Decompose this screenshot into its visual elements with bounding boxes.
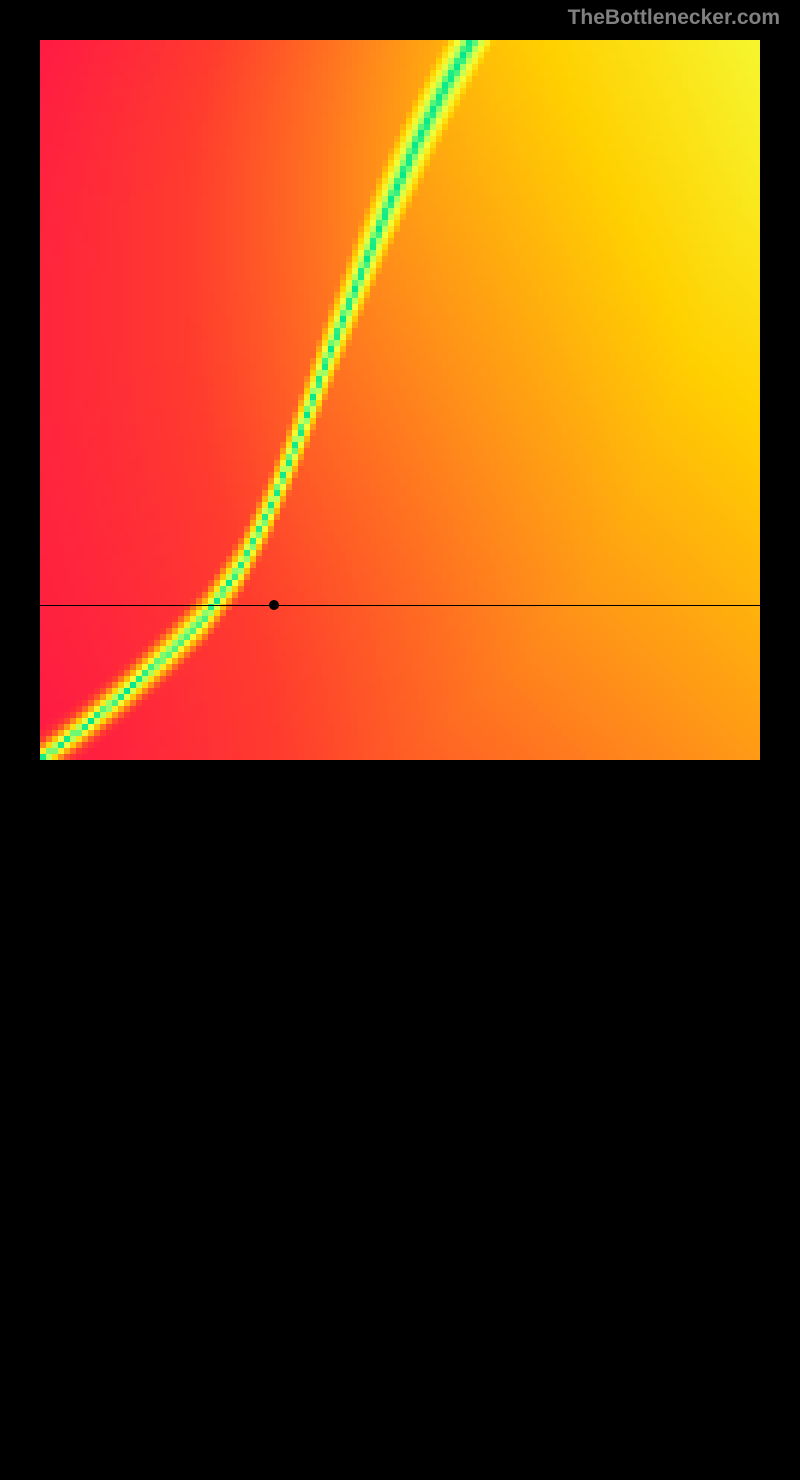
crosshair-vertical bbox=[274, 760, 275, 1480]
heatmap-canvas bbox=[40, 40, 760, 760]
heatmap-plot bbox=[40, 40, 760, 760]
watermark: TheBottlenecker.com bbox=[568, 6, 780, 30]
crosshair-marker bbox=[269, 600, 279, 610]
crosshair-horizontal bbox=[40, 605, 760, 606]
